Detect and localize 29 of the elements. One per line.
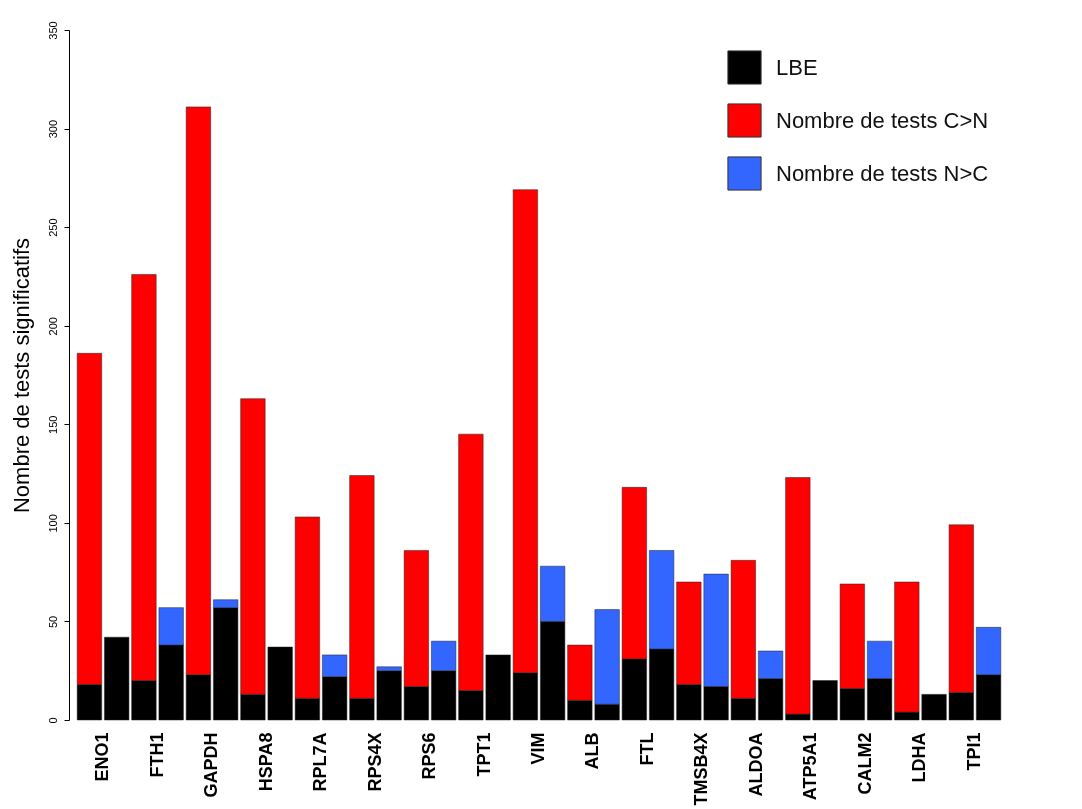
- x-tick-label: LDHA: [909, 732, 930, 783]
- y-tick-label: 50: [46, 615, 59, 629]
- y-tick-label: 100: [46, 514, 59, 533]
- y-axis-title: Nombre de tests significatifs: [8, 237, 34, 514]
- x-tick-label: TMSB4X: [691, 732, 712, 806]
- legend-label: Nombre de tests C>N: [776, 107, 989, 133]
- x-tick-label: VIM: [528, 732, 548, 765]
- x-tick-label: ATP5A1: [800, 732, 821, 801]
- x-tick-label: RPL7A: [310, 732, 331, 792]
- legend-label: Nombre de tests N>C: [776, 160, 989, 186]
- x-tick-label: ENO1: [92, 732, 113, 782]
- x-tick-label: RPS6: [419, 732, 440, 780]
- x-tick-label: ALB: [582, 732, 603, 770]
- x-tick-label: RPS4X: [364, 732, 385, 792]
- y-tick-label: 0: [46, 717, 59, 724]
- x-tick-label: HSPA8: [255, 732, 276, 792]
- y-tick-label: 350: [46, 21, 59, 40]
- x-tick-label: TPI1: [963, 732, 984, 771]
- x-tick-label: TPT1: [473, 732, 494, 777]
- x-tick-label: FTH1: [146, 732, 167, 778]
- x-tick-label: ALDOA: [745, 732, 766, 797]
- legend-label: LBE: [776, 54, 818, 80]
- y-tick-label: 250: [46, 218, 59, 237]
- y-tick-label: 150: [46, 415, 59, 434]
- x-tick-label: FTL: [636, 732, 657, 766]
- x-tick-label: GAPDH: [201, 732, 222, 798]
- y-tick-label: 300: [46, 119, 59, 139]
- y-tick-label: 200: [46, 317, 59, 336]
- x-tick-label: CALM2: [854, 732, 875, 795]
